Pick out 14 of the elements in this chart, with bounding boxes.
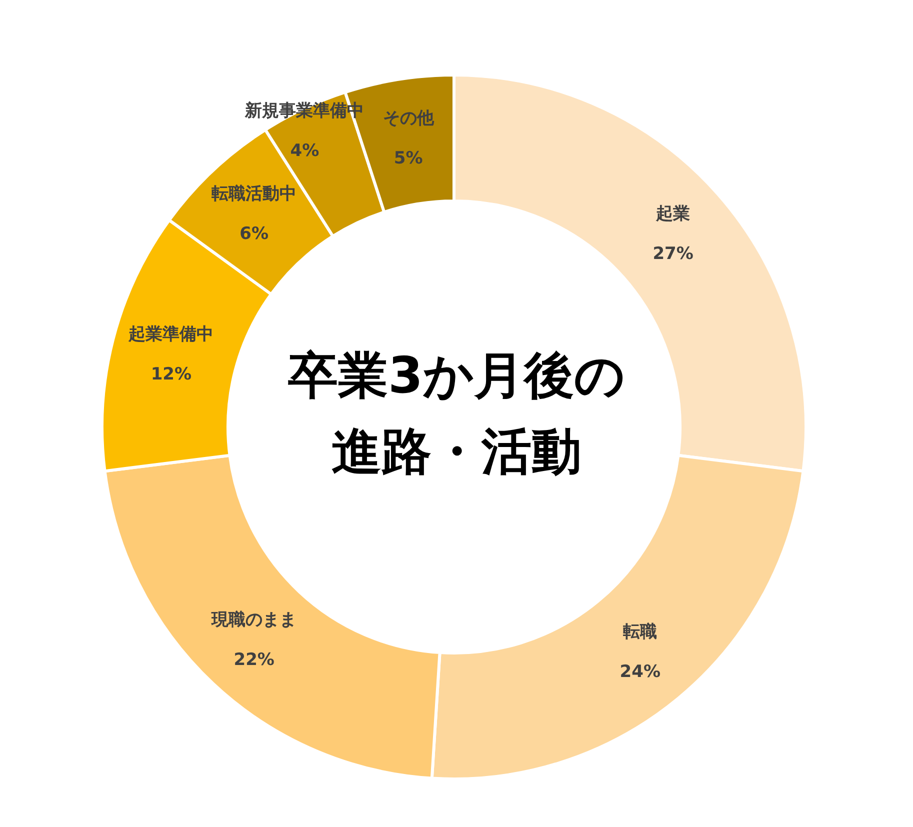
slice-label: 現職のまま bbox=[210, 610, 297, 630]
data-label: 24% bbox=[620, 662, 660, 682]
slice-label: その他 bbox=[382, 108, 435, 129]
slice-label: 起業 bbox=[655, 204, 690, 224]
data-label: 5% bbox=[394, 148, 423, 169]
data-label: 22% bbox=[234, 650, 274, 670]
slice-label: 転職活動中 bbox=[210, 184, 297, 204]
slice-label: 転職 bbox=[622, 622, 658, 642]
data-label: 12% bbox=[150, 364, 192, 384]
data-label: 27% bbox=[652, 244, 694, 264]
data-label: 4% bbox=[290, 140, 320, 161]
slice-label: 起業準備中 bbox=[128, 324, 214, 344]
text: 卒業3か月後の進路・活動 bbox=[287, 346, 625, 480]
data-label: 6% bbox=[240, 224, 269, 244]
